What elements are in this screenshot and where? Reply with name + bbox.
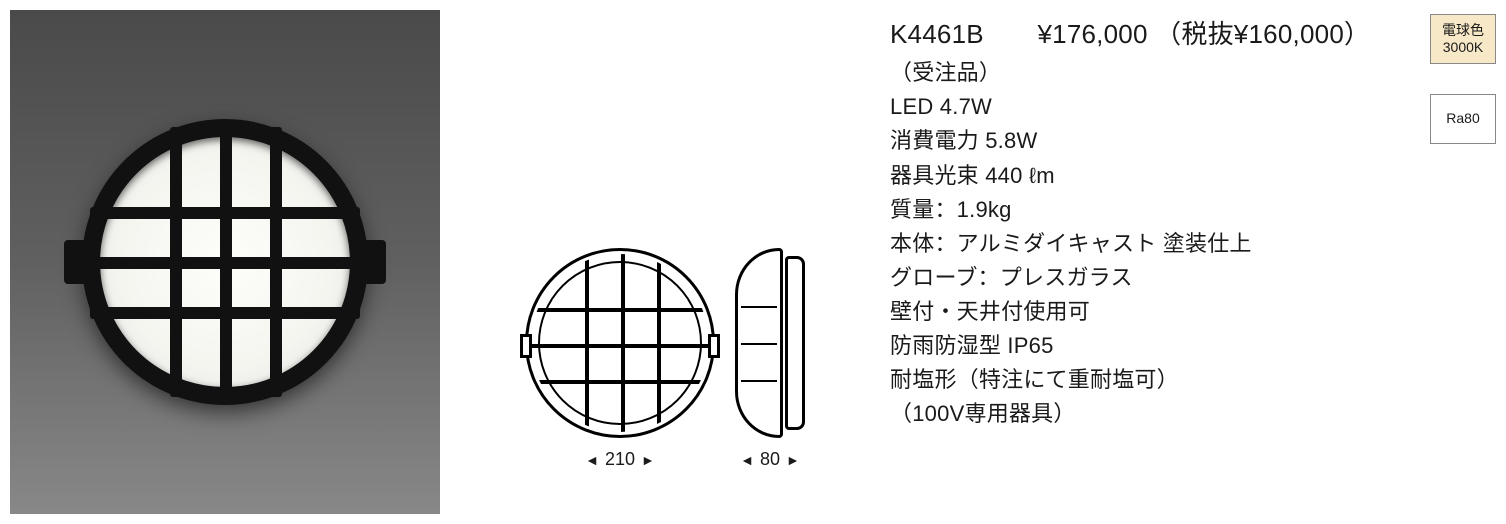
order-note: （受注品） — [890, 56, 1410, 90]
depth-dimension: ◄ 80 ► — [735, 449, 805, 470]
price-ex-close: ） — [1344, 19, 1370, 49]
power-consumption: 消費電力 5.8W — [890, 124, 1410, 158]
arrow-left-icon: ◄ — [740, 452, 754, 468]
arrow-left-icon: ◄ — [585, 452, 599, 468]
spec-heading: K4461B ¥176,000 （税抜¥160,000） — [890, 14, 1410, 54]
dimension-diagrams: ◄ 210 ► ◄ — [460, 10, 870, 470]
led-wattage: LED 4.7W — [890, 90, 1410, 124]
body-material: 本体：アルミダイキャスト 塗装仕上 — [890, 227, 1410, 261]
protection-rating: 防雨防湿型 IP65 — [890, 329, 1410, 363]
arrow-right-icon: ► — [786, 452, 800, 468]
cri-value: Ra80 — [1446, 110, 1479, 128]
price-ex-tax: ¥160,000 — [1234, 19, 1344, 49]
side-view-diagram: ◄ 80 ► — [735, 248, 805, 470]
product-sheet: ◄ 210 ► ◄ — [10, 10, 1496, 514]
color-temp-badge: 電球色 3000K — [1430, 14, 1496, 64]
diameter-value: 210 — [605, 449, 635, 470]
diameter-dimension: ◄ 210 ► — [525, 449, 715, 470]
weight: 質量：1.9kg — [890, 193, 1410, 227]
depth-value: 80 — [760, 449, 780, 470]
price-inc-tax: ¥176,000 — [1037, 19, 1147, 49]
luminous-flux: 器具光束 440 ℓm — [890, 159, 1410, 193]
spec-column: K4461B ¥176,000 （税抜¥160,000） （受注品） LED 4… — [890, 10, 1410, 431]
front-view-diagram: ◄ 210 ► — [525, 248, 715, 470]
model-number: K4461B — [890, 14, 1030, 54]
mounting: 壁付・天井付使用可 — [890, 295, 1410, 329]
product-photo — [10, 10, 440, 514]
voltage-note: （100V専用器具） — [890, 397, 1410, 431]
color-temp-value: 3000K — [1443, 39, 1483, 57]
cri-badge: Ra80 — [1430, 94, 1496, 144]
arrow-right-icon: ► — [641, 452, 655, 468]
globe-material: グローブ：プレスガラス — [890, 261, 1410, 295]
badge-column: 電球色 3000K Ra80 — [1430, 10, 1496, 144]
salt-resistance: 耐塩形（特注にて重耐塩可） — [890, 363, 1410, 397]
lamp-illustration — [70, 107, 380, 417]
color-temp-label: 電球色 — [1442, 22, 1484, 40]
price-ex-open: （税抜 — [1155, 19, 1234, 49]
